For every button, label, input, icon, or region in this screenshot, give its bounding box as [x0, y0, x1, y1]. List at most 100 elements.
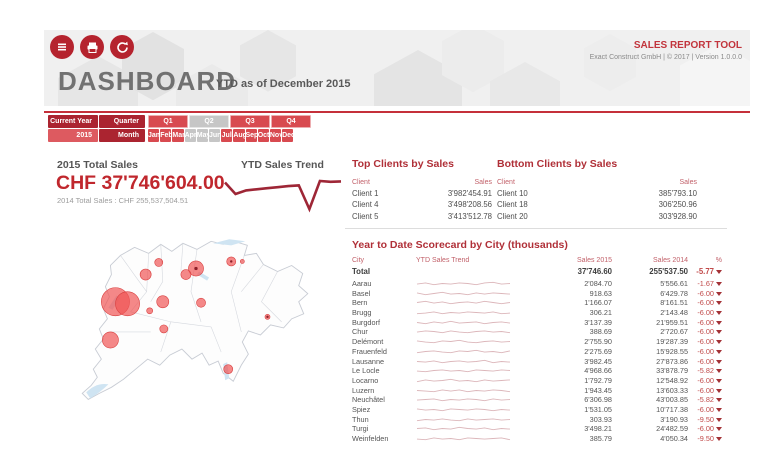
month-button-apr[interactable]: Apr	[184, 129, 197, 142]
sales-2015-value: 303.93	[589, 414, 612, 424]
sales-2015-value: 6'306.98	[584, 395, 612, 405]
col-city: City	[352, 257, 365, 264]
percent-change: -6.00	[688, 289, 722, 299]
city-name: Neuchâtel	[352, 395, 385, 405]
year-value-button[interactable]: 2015	[48, 129, 98, 142]
sales-2015-value: 385.79	[589, 434, 612, 443]
month-button-nov[interactable]: Nov	[269, 129, 283, 142]
quarter-button-q2[interactable]: Q2	[189, 115, 229, 128]
map-bubble-basel[interactable]	[139, 268, 152, 281]
sales-2014-value: 4'050.34	[660, 434, 688, 443]
city-name: Basel	[352, 288, 371, 298]
total-sales-2015: 37'746.60	[577, 267, 612, 276]
month-button-may[interactable]: May	[196, 129, 210, 142]
down-arrow-icon	[716, 388, 722, 393]
scorecard-row-luzern[interactable]: Luzern 1'943.45 13'603.33 -6.00	[344, 386, 740, 396]
scorecard-row-thun[interactable]: Thun 303.93 3'190.93 -9.50	[344, 415, 740, 425]
col-sales-2014: Sales 2014	[652, 257, 688, 264]
switzerland-map	[81, 239, 309, 400]
city-name: Lausanne	[352, 356, 385, 366]
print-button[interactable]	[80, 35, 104, 59]
scorecard-row-neuchtel[interactable]: Neuchâtel 6'306.98 43'003.85 -5.82	[344, 395, 740, 405]
menu-button[interactable]	[50, 35, 74, 59]
scorecard-row-spiez[interactable]: Spiez 1'531.05 10'717.38 -6.00	[344, 405, 740, 415]
month-button-jan[interactable]: Jan	[148, 129, 160, 142]
map-bubble-burgdorf[interactable]	[156, 295, 170, 309]
canton-borders	[110, 243, 282, 353]
client-name: Client 5	[352, 211, 379, 221]
sales-2015-value: 1'943.45	[584, 385, 612, 395]
map-bubble-luzern[interactable]	[196, 297, 206, 308]
quarter-button-q3[interactable]: Q3	[230, 115, 270, 128]
scorecard-row-lausanne[interactable]: Lausanne 3'982.45 27'873.86 -6.00	[344, 357, 740, 367]
map-bubble-lelocle[interactable]	[115, 291, 140, 317]
quarter-button-q1[interactable]: Q1	[148, 115, 188, 128]
month-button-oct[interactable]: Oct	[257, 129, 269, 142]
month-buttons: Jan Feb Mar Apr May Jun Jul Aug Sep Oct Nov Dec	[148, 129, 295, 142]
scorecard-row-turgi[interactable]: Turgi 3'498.21 24'482.59 -6.00	[344, 424, 740, 434]
percent-change: -6.00	[688, 337, 722, 347]
scorecard-row-chur[interactable]: Chur 388.69 2'720.67 -6.00	[344, 327, 740, 337]
top-client-row: Client 1 3'982'454.91	[352, 189, 492, 198]
sales-2015-value: 918.63	[589, 288, 612, 298]
scorecard-row-brugg[interactable]: Brugg 306.21 2'143.48 -6.00	[344, 308, 740, 318]
trend-line	[224, 179, 342, 213]
scorecard-row-weinfelden[interactable]: Weinfelden 385.79 4'050.34 -9.50	[344, 434, 740, 444]
scorecard-row-aarau[interactable]: Aarau 2'084.70 5'556.61 -1.67	[344, 279, 740, 289]
month-button-sep[interactable]: Sep	[245, 129, 258, 142]
city-sparkline	[416, 327, 511, 337]
ytd-trend-label: YTD Sales Trend	[241, 159, 324, 171]
down-arrow-icon	[716, 270, 722, 274]
month-button-aug[interactable]: Aug	[233, 129, 247, 142]
client-name: Client 1	[352, 188, 379, 198]
month-button-jul[interactable]: Jul	[221, 129, 233, 142]
map-bubble-thun[interactable]	[159, 324, 169, 334]
scorecard-row-basel[interactable]: Basel 918.63 6'429.78 -6.00	[344, 289, 740, 299]
bottom-clients-rows: Client 10 385'793.10 Client 18 306'250.96 Cl…	[497, 189, 697, 221]
quarter-button-q4[interactable]: Q4	[271, 115, 311, 128]
map-bubble-weinfelden[interactable]	[240, 259, 245, 264]
scorecard-panel: Year to Date Scorecard by City (thousand…	[344, 239, 740, 444]
total-sales-2014: 255'537.50	[649, 267, 688, 276]
down-arrow-icon	[716, 417, 722, 422]
top-client-row: Client 4 3'498'208.56	[352, 200, 492, 209]
sales-2014-value: 43'003.85	[656, 395, 688, 405]
top-clients-col-sales: Sales	[474, 179, 492, 186]
col-percent: %	[715, 257, 722, 264]
month-button-dec[interactable]: Dec	[282, 129, 295, 142]
client-sales: 306'250.96	[658, 200, 697, 209]
sales-2014-value: 10'717.38	[656, 404, 688, 414]
city-name: Turgi	[352, 424, 369, 434]
app-name: SALES REPORT TOOL	[633, 40, 742, 51]
city-sparkline	[416, 289, 511, 299]
scorecard-row-burgdorf[interactable]: Burgdorf 3'137.39 21'959.51 -6.00	[344, 318, 740, 328]
scorecard-row-bern[interactable]: Bern 1'166.07 8'161.51 -6.00	[344, 298, 740, 308]
client-sales: 303'928.90	[658, 211, 697, 221]
down-arrow-icon	[716, 330, 722, 335]
percent-change: -9.50	[688, 415, 722, 425]
scorecard-row-frauenfeld[interactable]: Frauenfeld 2'275.69 15'928.55 -6.00	[344, 347, 740, 357]
hexagon-shape	[584, 34, 636, 92]
month-button-feb[interactable]: Feb	[160, 129, 173, 142]
scorecard-row-delmont[interactable]: Delémont 2'755.90 19'287.39 -6.00	[344, 337, 740, 347]
map-bubble-aarau[interactable]	[180, 269, 192, 280]
bottom-clients-panel: Bottom Clients by Sales Client Sales Cli…	[497, 158, 697, 221]
sales-2014-value: 8'161.51	[660, 298, 688, 308]
city-sparkline	[416, 357, 511, 367]
refresh-button[interactable]	[110, 35, 134, 59]
city-name: Chur	[352, 327, 368, 337]
month-button-jun[interactable]: Jun	[208, 129, 221, 142]
city-sparkline	[416, 376, 511, 386]
map-bubble-bern[interactable]	[146, 307, 154, 315]
map-bubble-lausanne[interactable]	[102, 331, 119, 349]
month-button-mar[interactable]: Mar	[172, 129, 185, 142]
map-bubble-locarno[interactable]	[223, 364, 234, 375]
bottom-clients-col-sales: Sales	[679, 179, 697, 186]
city-sparkline	[416, 415, 511, 425]
scorecard-row-lelocle[interactable]: Le Locle 4'968.66 33'878.79 -5.82	[344, 366, 740, 376]
map-bubble-brugg[interactable]	[154, 258, 164, 267]
bottom-clients-title: Bottom Clients by Sales	[497, 158, 618, 170]
down-arrow-icon	[716, 311, 722, 316]
percent-change: -5.82	[688, 395, 722, 405]
scorecard-row-locarno[interactable]: Locarno 1'792.79 12'548.92 -6.00	[344, 376, 740, 386]
